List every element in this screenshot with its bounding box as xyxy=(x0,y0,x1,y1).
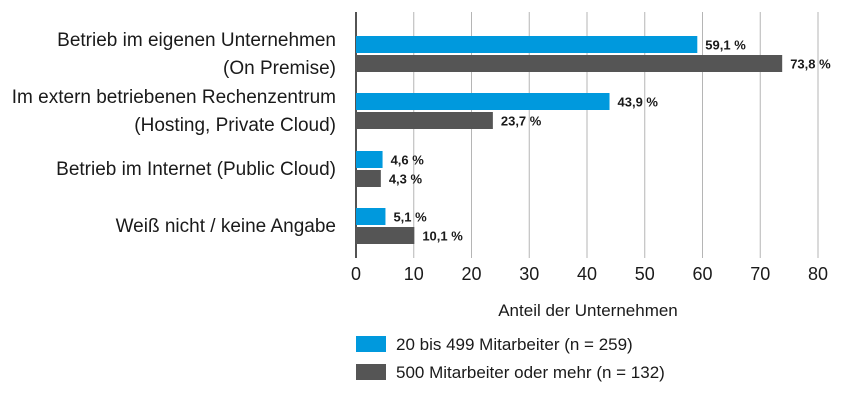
x-tick-label: 30 xyxy=(519,264,539,284)
x-tick-label: 40 xyxy=(577,264,597,284)
legend: 20 bis 499 Mitarbeiter (n = 259) 500 Mita… xyxy=(356,335,665,382)
legend-swatch xyxy=(356,336,386,352)
x-tick-label: 80 xyxy=(808,264,828,284)
value-label: 59,1 % xyxy=(705,38,746,53)
category-label: Betrieb im Internet (Public Cloud) xyxy=(56,159,336,180)
x-tick-label: 20 xyxy=(461,264,481,284)
x-axis-ticks: 0 10 20 30 40 50 60 70 80 xyxy=(351,264,828,284)
value-label: 23,7 % xyxy=(501,114,542,129)
legend-label: 500 Mitarbeiter oder mehr (n = 132) xyxy=(396,363,665,382)
value-label: 43,9 % xyxy=(618,95,659,110)
bar-small-2 xyxy=(356,93,610,110)
bar-large-3 xyxy=(356,170,381,187)
category-label: Weiß nicht / keine Angabe xyxy=(116,216,336,237)
value-labels: 59,1 % 73,8 % 43,9 % 23,7 % 4,6 % 4,3 % 5,1 % 1… xyxy=(389,38,831,244)
bar-small-4 xyxy=(356,208,386,225)
bar-large-4 xyxy=(356,227,415,244)
legend-swatch xyxy=(356,364,386,380)
bars xyxy=(356,36,783,244)
category-label: (Hosting, Private Cloud) xyxy=(134,115,336,136)
category-label: (On Premise) xyxy=(223,58,336,79)
category-label: Im extern betriebenen Rechenzentrum xyxy=(12,87,336,108)
x-tick-label: 70 xyxy=(750,264,770,284)
category-label: Betrieb im eigenen Unternehmen xyxy=(57,30,336,51)
x-tick-label: 0 xyxy=(351,264,361,284)
x-tick-label: 50 xyxy=(635,264,655,284)
bar-small-3 xyxy=(356,151,383,168)
value-label: 10,1 % xyxy=(422,229,463,244)
legend-label: 20 bis 499 Mitarbeiter (n = 259) xyxy=(396,335,633,354)
x-tick-label: 60 xyxy=(692,264,712,284)
x-axis-title: Anteil der Unternehmen xyxy=(498,301,678,320)
value-label: 5,1 % xyxy=(393,210,427,225)
value-label: 4,6 % xyxy=(391,153,425,168)
bar-large-2 xyxy=(356,112,493,129)
value-label: 4,3 % xyxy=(389,172,423,187)
x-tick-label: 10 xyxy=(404,264,424,284)
category-labels: Betrieb im eigenen Unternehmen (On Premis… xyxy=(12,30,336,237)
bar-small-1 xyxy=(356,36,698,53)
value-label: 73,8 % xyxy=(790,57,831,72)
bar-large-1 xyxy=(356,55,783,72)
